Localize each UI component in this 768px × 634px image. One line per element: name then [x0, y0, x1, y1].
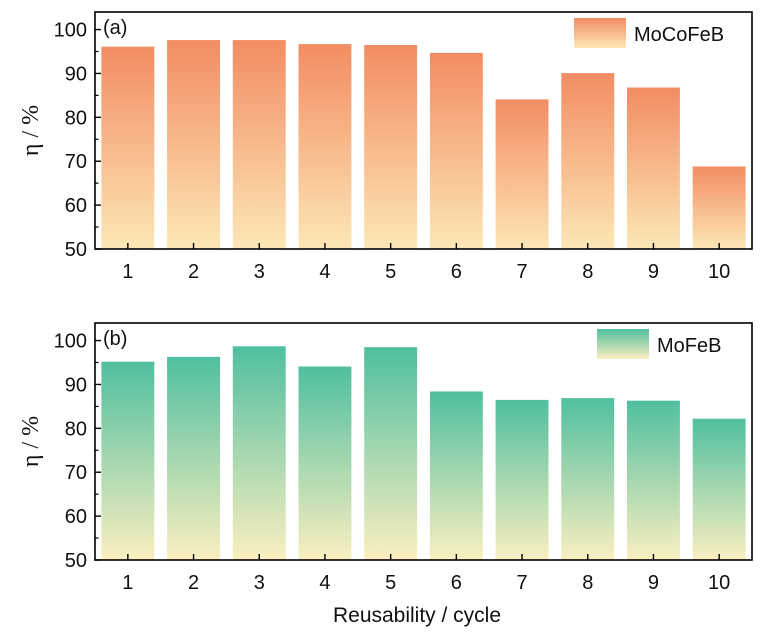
y-axis-label-b: η / %	[18, 416, 44, 467]
bar-a-8	[560, 72, 616, 250]
legend-label-b: MoFeB	[657, 335, 721, 357]
y-tick-label-b-100: 100	[54, 331, 87, 353]
bar-a-9	[626, 86, 681, 250]
x-tick-label-a-3: 3	[254, 261, 265, 283]
y-tick-label-a-60: 60	[65, 195, 87, 217]
bar-a-10	[691, 165, 747, 250]
y-tick-label-a-80: 80	[65, 107, 87, 129]
panel-b-chart: 50 60 70 80 90 100 1 2 3 4 5 6 7 8 9 10 (b) η / % MoFeB	[18, 322, 753, 594]
y-tick-label-b-70: 70	[65, 462, 87, 484]
y-tick-label-a-90: 90	[65, 63, 87, 85]
bar-a-7	[494, 98, 550, 250]
y-tick-label-a-70: 70	[65, 151, 87, 173]
y-tick-label-b-50: 50	[65, 550, 87, 572]
bar-b-1	[100, 360, 156, 561]
x-tick-label-b-7: 7	[516, 572, 527, 594]
y-tick-label-a-50: 50	[65, 239, 87, 261]
y-axis-label-a: η / %	[18, 105, 44, 156]
x-tick-label-a-4: 4	[319, 261, 330, 283]
x-tick-label-a-8: 8	[582, 261, 593, 283]
bar-a-1	[100, 45, 156, 250]
panel-label-b: (b)	[103, 328, 127, 350]
x-tick-label-a-1: 1	[122, 261, 133, 283]
x-tick-label-a-2: 2	[188, 261, 199, 283]
x-tick-label-a-9: 9	[648, 261, 659, 283]
x-tick-label-b-10: 10	[708, 572, 730, 594]
x-tick-label-b-2: 2	[188, 572, 199, 594]
x-tick-label-b-4: 4	[319, 572, 330, 594]
legend-label-a: MoCoFeB	[634, 24, 724, 46]
x-tick-label-a-5: 5	[385, 261, 396, 283]
y-tick-label-b-80: 80	[65, 418, 87, 440]
x-tick-label-a-6: 6	[451, 261, 462, 283]
bar-b-3	[231, 345, 287, 561]
x-tick-label-a-10: 10	[708, 261, 730, 283]
bar-b-9	[626, 399, 681, 561]
bar-a-2	[166, 39, 222, 250]
bar-b-2	[166, 355, 222, 561]
y-tick-label-b-90: 90	[65, 374, 87, 396]
x-tick-label-b-8: 8	[582, 572, 593, 594]
x-tick-label-a-7: 7	[516, 261, 527, 283]
legend-swatch-a	[574, 18, 626, 48]
x-tick-label-b-3: 3	[254, 572, 265, 594]
panel-a-chart: 50 60 70 80 90 100 1 2 3 4 5 6 7 8 9 10 (a) η / % MoCoFeB	[18, 11, 753, 283]
y-tick-label-a-100: 100	[54, 20, 87, 42]
bar-a-6	[428, 51, 484, 250]
bar-b-8	[560, 397, 616, 561]
bar-b-6	[428, 390, 484, 561]
bar-b-7	[494, 398, 550, 561]
x-tick-label-b-5: 5	[385, 572, 396, 594]
bar-b-5	[363, 346, 419, 561]
bar-b-4	[297, 365, 353, 561]
bar-a-5	[363, 44, 419, 250]
x-axis-title: Reusability / cycle	[333, 604, 501, 627]
x-tick-label-b-1: 1	[122, 572, 133, 594]
x-tick-label-b-6: 6	[451, 572, 462, 594]
bar-a-3	[231, 39, 287, 250]
bar-b-10	[691, 417, 747, 561]
plot-frame-b	[94, 322, 753, 561]
legend-swatch-b	[597, 329, 649, 359]
panel-label-a: (a)	[103, 17, 127, 39]
y-tick-label-b-60: 60	[65, 506, 87, 528]
x-tick-label-b-9: 9	[648, 572, 659, 594]
plot-frame-a	[94, 11, 753, 250]
bar-a-4	[297, 43, 353, 250]
